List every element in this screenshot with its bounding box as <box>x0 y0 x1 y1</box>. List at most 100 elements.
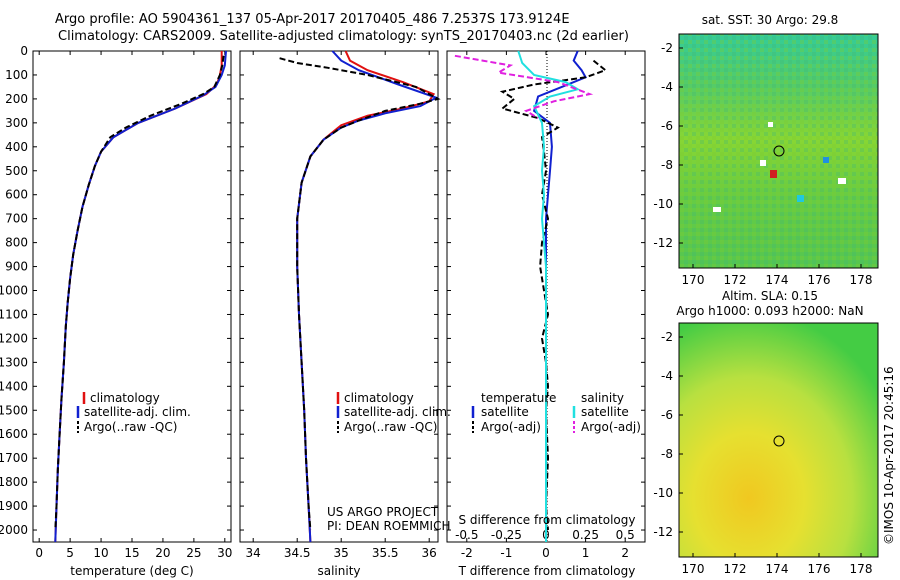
y-tick-label: 1500 <box>0 403 28 417</box>
sst-anomaly-cell <box>770 170 777 178</box>
y-tick-label: 1000 <box>0 284 28 298</box>
legend-label: Argo(..raw -QC) <box>344 420 437 434</box>
s-tick-label: -0.25 <box>491 528 522 542</box>
x-tick-label: 36 <box>422 546 437 560</box>
x-tick-label: 20 <box>155 546 170 560</box>
sst-map-frame <box>678 33 879 269</box>
y-tick-label: 1700 <box>0 451 28 465</box>
s-difference-x-axis: -0.5 -0.25 0 0.25 0.5 <box>455 528 635 542</box>
map-y-tick-label: -8 <box>661 158 673 172</box>
y-tick-label: 400 <box>5 140 28 154</box>
sst-map-title: sat. SST: 30 Argo: 29.8 <box>702 13 839 27</box>
sst-map-axes: 170 172 174 176 178 -2 -4 -6 -8 -10 -12 <box>653 41 872 287</box>
legend-label: satellite <box>581 405 629 419</box>
sla-map <box>678 322 879 558</box>
t-difference-x-axis: -2 -1 0 1 2 <box>461 51 629 560</box>
series-line-argo-raw-qc- <box>54 55 225 531</box>
temperature-xlabel: temperature (deg C) <box>70 564 193 578</box>
map-y-tick-label: -12 <box>653 525 673 539</box>
y-tick-label: 600 <box>5 188 28 202</box>
difference-legend: temperature salinity satellite Argo(-adj… <box>471 391 641 434</box>
y-tick-label: 800 <box>5 236 28 250</box>
map-x-tick-label: 176 <box>808 273 831 287</box>
legend-label: Argo(-adj) <box>481 420 541 434</box>
map-x-tick-label: 172 <box>724 273 747 287</box>
map-y-tick-label: -6 <box>661 119 673 133</box>
x-tick-label: 30 <box>217 546 232 560</box>
temperature-x-axis: 0 5 10 15 20 25 30 <box>35 51 232 560</box>
x-tick-label: 0 <box>542 546 550 560</box>
y-tick-label: 300 <box>5 116 28 130</box>
y-tick-label: 1800 <box>0 475 28 489</box>
x-tick-label: 35.5 <box>372 546 399 560</box>
sst-anomaly-cell <box>797 195 804 202</box>
map-x-tick-label: 176 <box>808 562 831 576</box>
x-tick-label: 1 <box>582 546 590 560</box>
map-y-tick-label: -10 <box>653 197 673 211</box>
x-tick-label: 5 <box>66 546 74 560</box>
argo-float-marker <box>773 435 785 447</box>
map-y-tick-label: -2 <box>661 330 673 344</box>
map-x-tick-label: 178 <box>850 273 873 287</box>
missing-data-patch <box>760 160 766 166</box>
sst-texture <box>679 34 878 268</box>
y-tick-label: 1400 <box>0 379 28 393</box>
map-x-tick-label: 170 <box>682 562 705 576</box>
salinity-axes-frame <box>239 50 439 543</box>
map-y-tick-label: -4 <box>661 369 673 383</box>
x-tick-label: 0 <box>35 546 43 560</box>
sla-map-frame <box>678 322 879 558</box>
y-tick-label: 1100 <box>0 307 28 321</box>
legend-label: Argo(-adj) <box>581 420 641 434</box>
t-diff-xlabel: T difference from climatology <box>458 564 636 578</box>
project-annotation: US ARGO PROJECT <box>327 505 439 519</box>
sla-map-title-line1: Altim. SLA: 0.15 <box>722 289 818 303</box>
x-tick-label: -1 <box>500 546 512 560</box>
map-y-tick-label: -4 <box>661 80 673 94</box>
y-tick-label: 200 <box>5 92 28 106</box>
y-tick-label: 1900 <box>0 499 28 513</box>
y-tick-label: 1300 <box>0 355 28 369</box>
x-tick-label: 15 <box>124 546 139 560</box>
x-tick-label: 2 <box>621 546 629 560</box>
legend-label: Argo(..raw -QC) <box>84 420 177 434</box>
series-line-satellite-adj-clim- <box>296 50 439 543</box>
map-x-tick-label: 174 <box>766 562 789 576</box>
depth-axis: 0 100 200 300 400 500 600 700 800 900 1000 1100 1200… <box>0 44 645 537</box>
y-tick-label: 2000 <box>0 523 28 537</box>
y-tick-label: 1600 <box>0 427 28 441</box>
series-line-t-argo-adj- <box>499 59 608 531</box>
x-tick-label: 10 <box>93 546 108 560</box>
map-y-tick-label: -6 <box>661 408 673 422</box>
sla-map-title-line2: Argo h1000: 0.093 h2000: NaN <box>676 304 863 318</box>
missing-data-patch <box>838 178 846 184</box>
argo-float-marker <box>773 145 785 157</box>
map-x-tick-label: 174 <box>766 273 789 287</box>
salinity-xlabel: salinity <box>317 564 360 578</box>
s-tick-label: 0.5 <box>616 528 635 542</box>
sst-anomaly-cell <box>823 157 829 163</box>
x-tick-label: 34.5 <box>284 546 311 560</box>
sla-field <box>679 323 878 557</box>
sla-map-axes: 170 172 174 176 178 -2 -4 -6 -8 -10 -12 <box>653 330 872 576</box>
salinity-legend: climatology satellite-adj. clim. Argo(..… <box>327 391 451 533</box>
series-line-argo-raw-qc- <box>279 57 441 531</box>
legend-label: climatology <box>344 391 414 405</box>
sst-map <box>678 33 879 269</box>
temperature-axes-frame <box>32 50 232 543</box>
legend-title-salinity: salinity <box>581 391 624 405</box>
series-layer <box>54 50 608 543</box>
map-y-tick-label: -10 <box>653 486 673 500</box>
s-diff-xlabel: S difference from climatology <box>459 513 636 527</box>
plot-title-line2: Climatology: CARS2009. Satellite-adjuste… <box>58 29 629 44</box>
legend-label: satellite-adj. clim. <box>84 405 191 419</box>
map-x-tick-label: 170 <box>682 273 705 287</box>
y-tick-label: 500 <box>5 164 28 178</box>
x-tick-label: 34 <box>246 546 261 560</box>
temperature-legend: climatology satellite-adj. clim. Argo(..… <box>76 391 191 434</box>
legend-label: satellite-adj. clim. <box>344 405 451 419</box>
credit-stamp: ©IMOS 10-Apr-2017 20:45:16 <box>882 366 896 545</box>
map-y-tick-label: -8 <box>661 447 673 461</box>
series-line-s-satellite <box>517 50 581 542</box>
